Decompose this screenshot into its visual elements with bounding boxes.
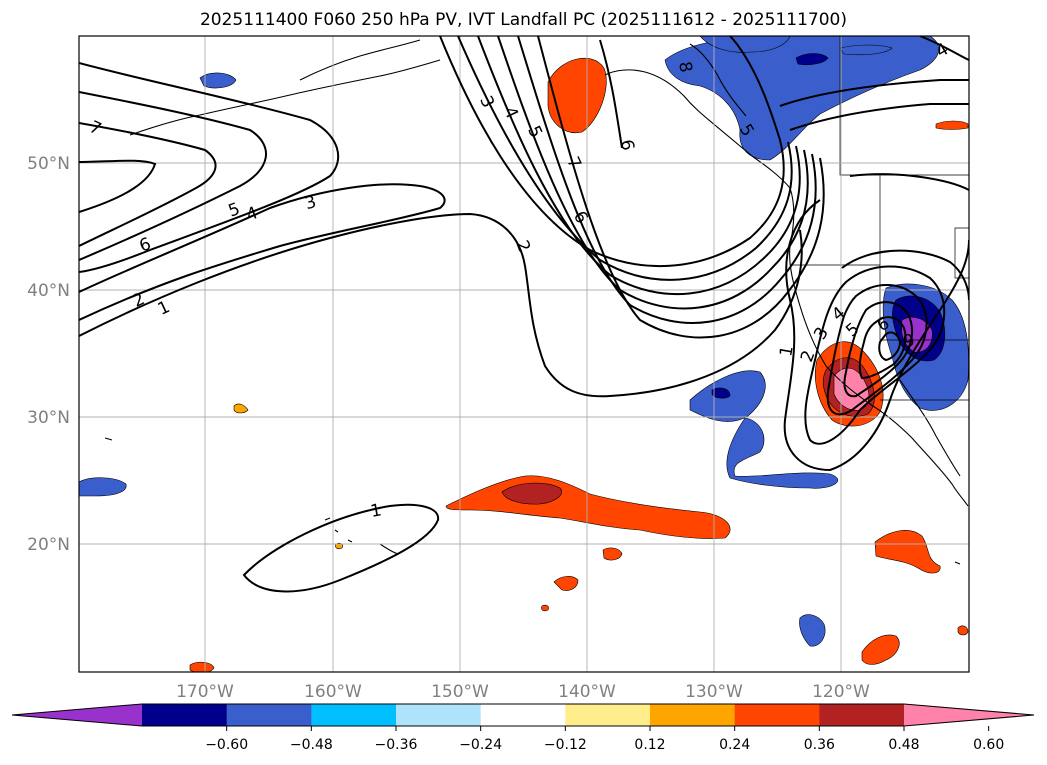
colorbar-segment xyxy=(142,704,228,726)
colorbar-tick-label: 0.36 xyxy=(804,737,835,753)
colorbar-segment xyxy=(396,704,482,726)
colorbar-tick-label: −0.60 xyxy=(205,737,248,753)
colorbar-extend-low xyxy=(12,704,142,726)
colorbar-segment xyxy=(565,704,651,726)
contour-label: 1 xyxy=(776,344,798,358)
colorbar-segment xyxy=(480,704,566,726)
contour-label: 6 xyxy=(616,138,638,152)
colorbar-segment xyxy=(311,704,397,726)
colorbar-segment xyxy=(650,704,736,726)
lon-label: 140°W xyxy=(558,682,616,702)
lat-label: 50°N xyxy=(27,154,70,174)
lat-label: 20°N xyxy=(27,535,70,555)
lon-label: 150°W xyxy=(431,682,489,702)
colorbar-tick-label: 0.12 xyxy=(634,737,665,753)
lat-label: 30°N xyxy=(27,408,70,428)
colorbar-tick-label: 0.48 xyxy=(888,737,919,753)
colorbar-segment xyxy=(734,704,820,726)
colorbar-segment xyxy=(819,704,905,726)
lon-label: 120°W xyxy=(812,682,870,702)
contour-label: 1 xyxy=(369,500,383,522)
lon-label: 130°W xyxy=(685,682,743,702)
colorbar-tick-label: −0.36 xyxy=(375,737,418,753)
colorbar-tick-label: 0.24 xyxy=(719,737,750,753)
latitude-labels: 50°N 40°N 30°N 20°N xyxy=(27,154,70,555)
contour-label: 8 xyxy=(674,60,696,74)
contour-label: 3 xyxy=(303,192,319,214)
lon-label: 160°W xyxy=(304,682,362,702)
longitude-labels: 170°W 160°W 150°W 140°W 130°W 120°W xyxy=(176,682,870,702)
pv-contours xyxy=(79,36,969,593)
colorbar-tick-label: −0.24 xyxy=(459,737,502,753)
lat-label: 40°N xyxy=(27,281,70,301)
gridlines xyxy=(79,36,969,672)
colorbar-tick-label: −0.12 xyxy=(544,737,587,753)
map-title: 2025111400 F060 250 hPa PV, IVT Landfall… xyxy=(199,10,847,30)
colorbar-tick-label: −0.48 xyxy=(290,737,333,753)
lon-label: 170°W xyxy=(176,682,234,702)
colorbar-segment xyxy=(226,704,312,726)
colorbar-extend-high xyxy=(904,704,1034,726)
colorbar-tick-label: 0.60 xyxy=(973,737,1004,753)
colorbar-outline xyxy=(11,703,1035,727)
map-frame xyxy=(78,35,970,673)
map-panel: 7 6 5 4 3 2 1 3 4 5 7 6 6 2 8 1 2 3 4 5 … xyxy=(79,36,969,672)
colorbar: −0.60 −0.48 −0.36 −0.24 −0.12 0.12 0.24 0.36 0.4… xyxy=(11,703,1035,753)
